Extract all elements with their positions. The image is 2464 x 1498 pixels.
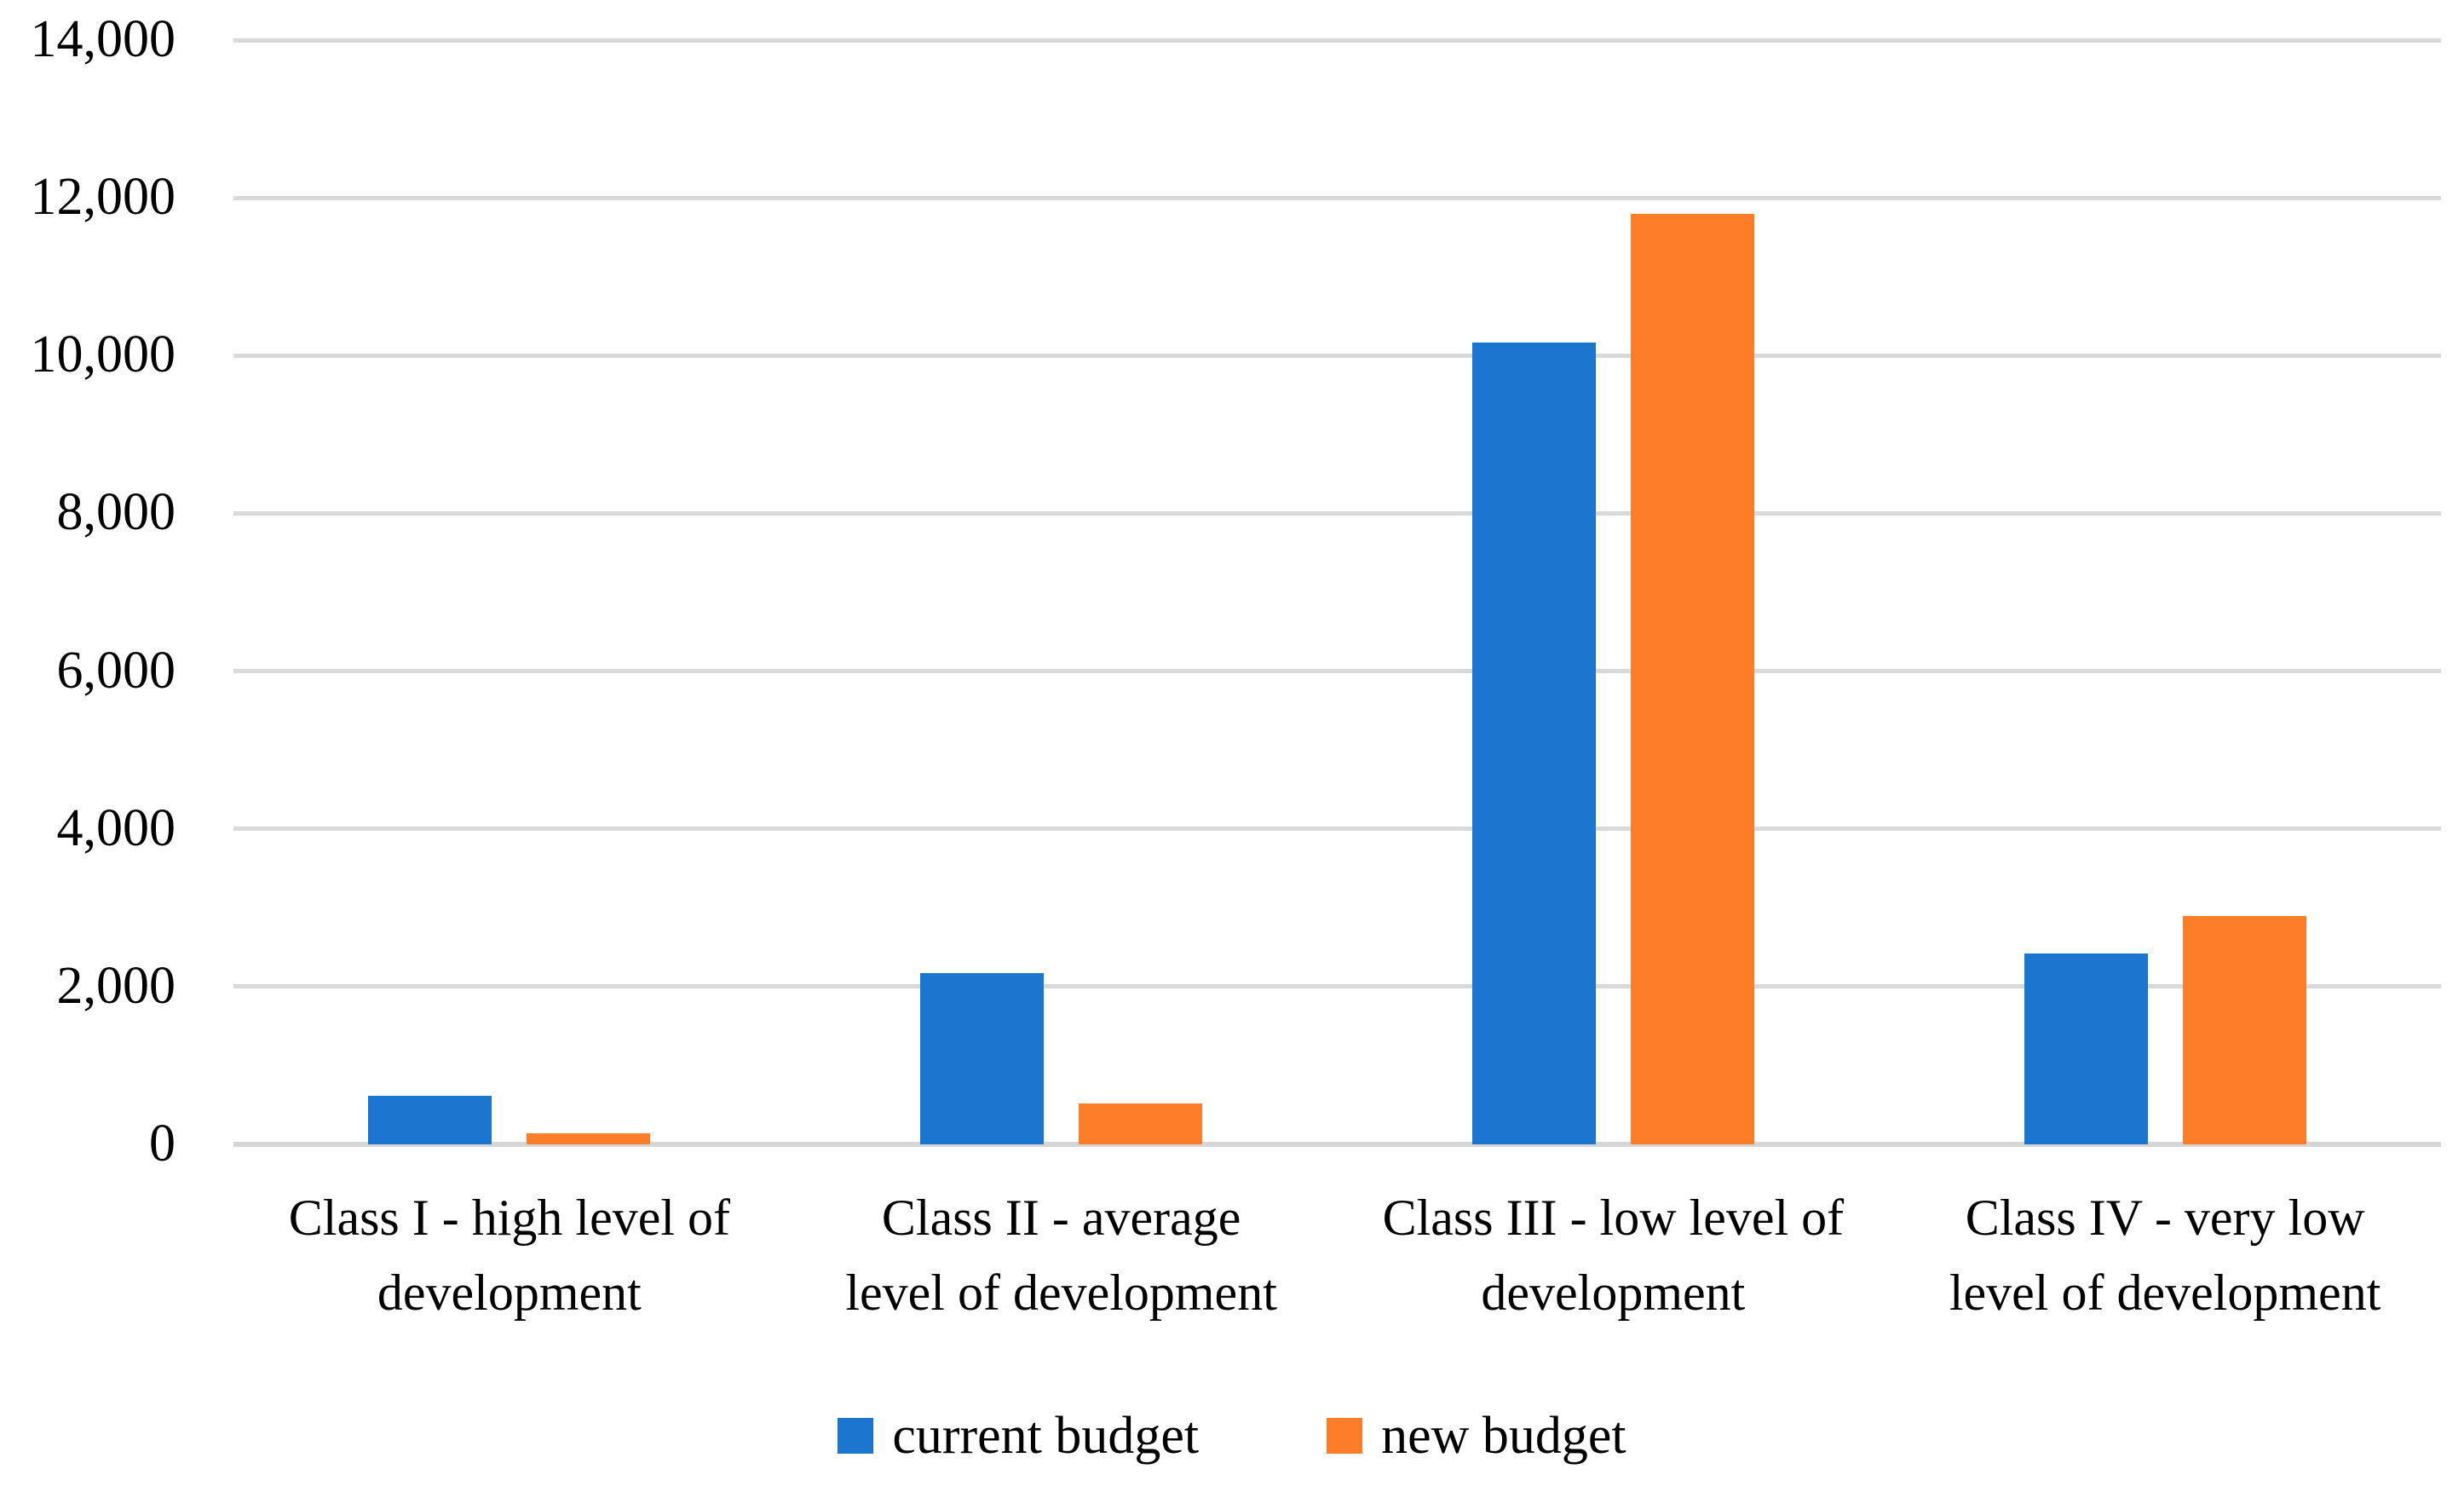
gridline-6-000 xyxy=(233,669,2441,674)
bar-new-budget-class-ii-average xyxy=(1079,1103,1203,1144)
gridline-10-000 xyxy=(233,353,2441,358)
x-category-label-class-i-high-level-of: Class I - high level of development xyxy=(288,1190,730,1321)
y-tick-label-14-000: 14,000 xyxy=(30,9,176,68)
bar-current-budget-class-ii-average xyxy=(920,973,1045,1144)
y-tick-label-6-000: 6,000 xyxy=(56,641,176,700)
legend-label-new-budget: new budget xyxy=(1381,1407,1626,1465)
gridline-2-000 xyxy=(233,984,2441,989)
legend-item-new-budget: new budget xyxy=(1327,1406,1626,1466)
x-category-label-class-iv-very-low: Class IV - very low level of development xyxy=(1949,1190,2381,1321)
x-category-label-class-ii-average: Class II - average level of development xyxy=(845,1190,1277,1321)
bar-new-budget-class-i-high-level-of xyxy=(527,1132,651,1144)
y-tick-label-0: 0 xyxy=(149,1114,176,1172)
bar-new-budget-class-iv-very-low xyxy=(2182,915,2306,1144)
legend-swatch-current-budget xyxy=(838,1418,874,1454)
x-category-label-class-iii-low-level-of: Class III - low level of development xyxy=(1382,1190,1845,1321)
gridline-14-000 xyxy=(233,37,2441,43)
bar-current-budget-class-iii-low-level-of xyxy=(1471,342,1596,1144)
legend-swatch-new-budget xyxy=(1327,1418,1363,1454)
y-tick-label-12-000: 12,000 xyxy=(30,167,176,226)
bar-new-budget-class-iii-low-level-of xyxy=(1630,213,1754,1144)
y-tick-label-10-000: 10,000 xyxy=(30,326,176,384)
legend-item-current-budget: current budget xyxy=(838,1406,1199,1466)
legend: current budget new budget xyxy=(0,1406,2464,1466)
gridline-12-000 xyxy=(233,195,2441,200)
gridline-8-000 xyxy=(233,510,2441,516)
y-tick-label-2-000: 2,000 xyxy=(56,956,176,1015)
y-tick-label-4-000: 4,000 xyxy=(56,798,176,857)
gridline-4-000 xyxy=(233,827,2441,832)
x-axis-line xyxy=(233,1142,2441,1147)
legend-label-current-budget: current budget xyxy=(892,1407,1200,1465)
y-tick-label-8-000: 8,000 xyxy=(56,483,176,542)
bar-current-budget-class-i-high-level-of xyxy=(368,1095,492,1144)
bar-current-budget-class-iv-very-low xyxy=(2024,953,2148,1144)
